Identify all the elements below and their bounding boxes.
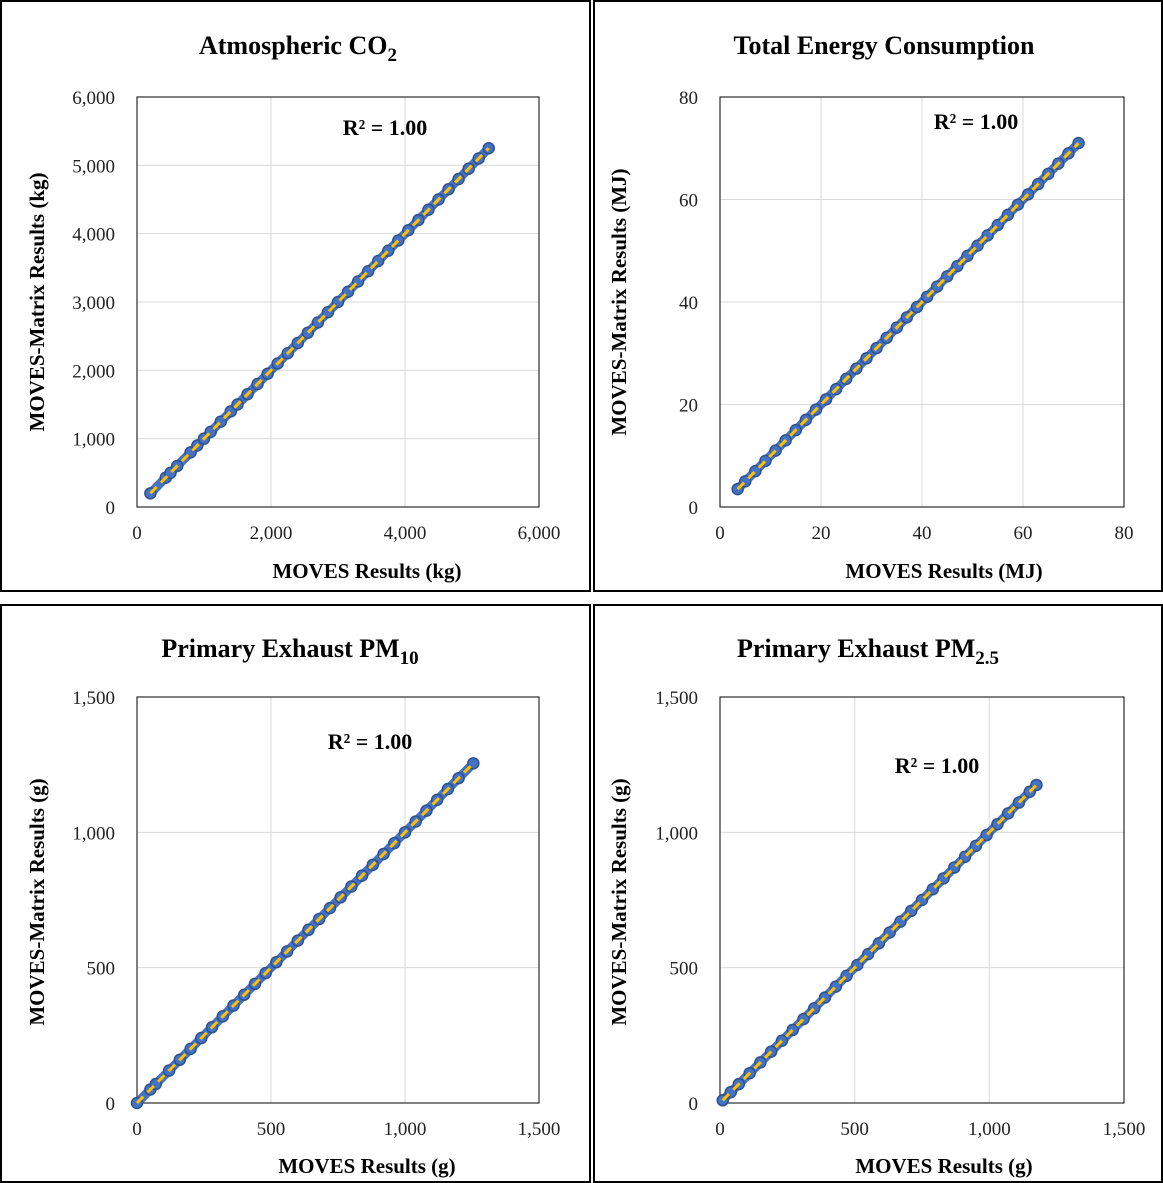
trendline	[149, 147, 490, 495]
plot-area	[719, 696, 1125, 1104]
chart-3: 0 500 1,000 1,500 0 500 1,000 1,500 Primary Exha…	[25, 634, 560, 1178]
x-tick-label: 0	[132, 523, 142, 544]
y-tick-label: 20	[679, 396, 698, 417]
y-tick-label: 0	[689, 498, 699, 519]
chart-title: Atmospheric CO2	[199, 31, 397, 66]
y-tick-label: 1,000	[72, 823, 115, 844]
y-tick-label: 1,000	[72, 430, 115, 451]
y-tick-label: 80	[679, 88, 698, 109]
x-tick-label: 6,000	[518, 523, 561, 544]
chart-title: Total Energy Consumption	[734, 31, 1036, 60]
y-tick-label: 60	[679, 191, 698, 212]
y-axis-label: MOVES-Matrix Results (g)	[25, 778, 49, 1025]
x-tick-label: 0	[715, 1119, 725, 1140]
y-tick-label: 500	[670, 959, 699, 980]
x-axis-label: MOVES Results (MJ)	[845, 559, 1042, 583]
y-axis-label: MOVES-Matrix Results (MJ)	[607, 168, 631, 435]
y-tick-label: 500	[87, 959, 116, 980]
r-squared-annotation: R² = 1.00	[934, 109, 1019, 134]
x-tick-label: 500	[840, 1119, 869, 1140]
y-tick-label: 1,500	[72, 688, 115, 709]
x-tick-label: 0	[715, 523, 725, 544]
y-tick-label: 0	[689, 1094, 699, 1115]
chart-panel-co2	[0, 0, 591, 592]
x-axis-label: MOVES Results (g)	[278, 1154, 455, 1178]
chart-1: 0 2,000 4,000 6,000 0 1,000 2,000 3,000 4,000 5,0…	[25, 31, 560, 583]
x-tick-label: 4,000	[384, 523, 427, 544]
x-tick-label: 2,000	[250, 523, 293, 544]
x-tick-label: 1,000	[968, 1119, 1011, 1140]
plot-area	[136, 696, 540, 1104]
y-tick-label: 0	[106, 1094, 116, 1115]
x-tick-label: 60	[1014, 523, 1033, 544]
chart-panel-energy	[593, 0, 1163, 592]
chart-panel-pm10	[0, 604, 591, 1183]
x-tick-label: 1,500	[1103, 1119, 1146, 1140]
y-tick-label: 5,000	[72, 156, 115, 177]
y-axis-label: MOVES-Matrix Results (kg)	[25, 173, 49, 432]
plot-area	[719, 96, 1125, 508]
chart-panel-pm25	[593, 604, 1163, 1183]
x-tick-label: 500	[257, 1119, 286, 1140]
x-axis-label: MOVES Results (g)	[855, 1154, 1032, 1178]
y-tick-label: 1,500	[655, 688, 698, 709]
x-tick-label: 40	[913, 523, 932, 544]
chart-4: 0 500 1,000 1,500 0 500 1,000 1,500 Primary Exha…	[607, 634, 1145, 1178]
y-tick-label: 3,000	[72, 293, 115, 314]
y-tick-label: 1,000	[655, 823, 698, 844]
x-tick-label: 1,000	[384, 1119, 427, 1140]
y-tick-label: 40	[679, 293, 698, 314]
x-tick-label: 0	[132, 1119, 142, 1140]
y-tick-label: 4,000	[72, 225, 115, 246]
trendline	[736, 142, 1080, 491]
x-tick-label: 20	[812, 523, 831, 544]
chart-2: 0 20 40 60 80 0 20 40 60 80 Total Energy Consumpti…	[607, 31, 1134, 583]
x-tick-label: 80	[1115, 523, 1134, 544]
trendline	[135, 762, 475, 1105]
y-tick-label: 6,000	[72, 88, 115, 109]
y-tick-label: 2,000	[72, 361, 115, 382]
chart-title: Primary Exhaust PM2.5	[737, 634, 999, 669]
data-point	[467, 757, 480, 770]
x-tick-label: 1,500	[518, 1119, 561, 1140]
r-squared-annotation: R² = 1.00	[343, 115, 428, 140]
y-tick-label: 0	[106, 498, 116, 519]
r-squared-annotation: R² = 1.00	[328, 729, 413, 754]
x-axis-label: MOVES Results (kg)	[272, 559, 461, 583]
r-squared-annotation: R² = 1.00	[895, 753, 980, 778]
chart-title: Primary Exhaust PM10	[161, 634, 418, 669]
plot-area	[136, 96, 540, 508]
y-axis-label: MOVES-Matrix Results (g)	[607, 778, 631, 1025]
